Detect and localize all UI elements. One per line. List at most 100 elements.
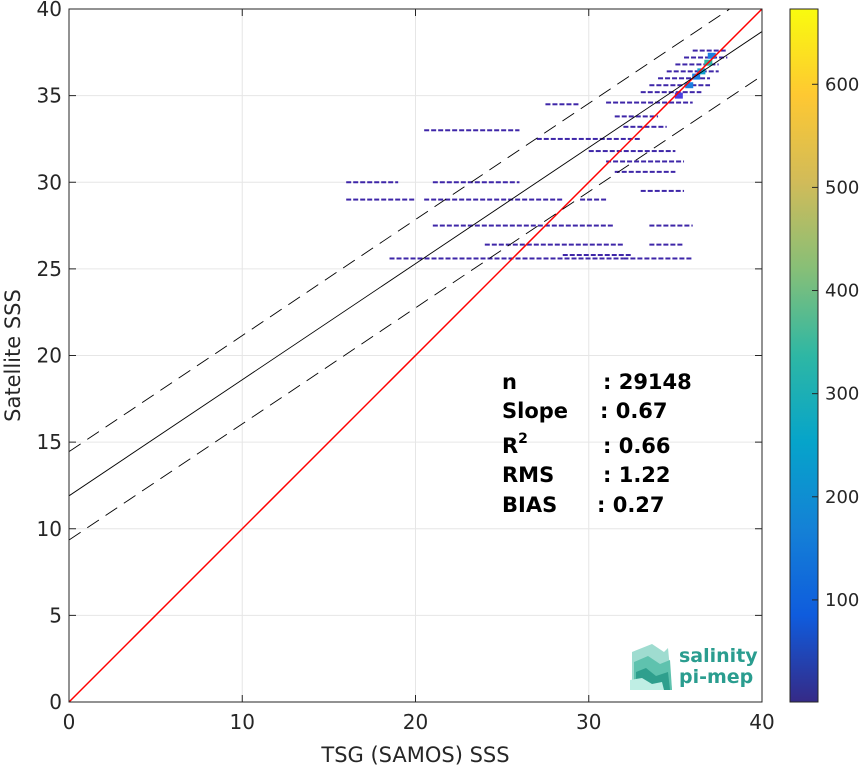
- density-cell: [558, 224, 564, 227]
- density-cell: [686, 257, 692, 260]
- density-cell: [540, 243, 546, 246]
- density-cell: [573, 103, 579, 106]
- logo-text-pimep: pi-mep: [679, 666, 753, 688]
- colorbar-tick-label: 300: [825, 384, 859, 405]
- density-cell: [460, 181, 466, 184]
- density-cell: [502, 224, 508, 227]
- density-cell: [481, 224, 487, 227]
- density-cell: [439, 224, 445, 227]
- density-cell: [606, 137, 612, 140]
- density-cell: [402, 198, 408, 201]
- density-cell: [557, 198, 563, 201]
- density-cell: [720, 49, 726, 52]
- density-cell: [491, 243, 497, 246]
- colorbar-tick-label: 100: [825, 590, 859, 611]
- density-cell: [649, 170, 655, 173]
- stat-slope-value: : 0.67: [600, 399, 668, 423]
- density-cell: [651, 150, 657, 153]
- colorbar-tick-label: 400: [825, 281, 859, 302]
- density-cell: [445, 129, 451, 132]
- density-cell: [487, 129, 493, 132]
- density-cell: [519, 243, 525, 246]
- density-cell: [484, 243, 490, 246]
- density-cell: [689, 63, 695, 66]
- density-cell: [621, 170, 627, 173]
- density-cell: [424, 129, 430, 132]
- density-cell: [487, 257, 493, 260]
- density-cell: [554, 243, 560, 246]
- density-cell: [726, 56, 728, 59]
- density-cell: [613, 137, 619, 140]
- density-cell: [691, 84, 697, 87]
- density-cell: [656, 243, 662, 246]
- axis-ticks: 0 10 20 30 40 0 5 10 15 20 25 30 35 40: [37, 0, 775, 734]
- y-tick-label: 30: [37, 170, 62, 194]
- density-cell: [679, 77, 685, 80]
- density-cell: [623, 150, 629, 153]
- density-cell: [466, 257, 472, 260]
- y-tick-label: 5: [49, 603, 62, 627]
- density-cell: [431, 198, 437, 201]
- density-cell: [677, 243, 683, 246]
- density-hot-cell: [685, 82, 694, 89]
- density-cell: [589, 243, 595, 246]
- density-cell: [655, 160, 661, 163]
- density-cell: [627, 160, 633, 163]
- density-cell: [488, 181, 494, 184]
- density-cell: [677, 84, 683, 87]
- density-cell: [529, 257, 535, 260]
- density-cell: [662, 160, 668, 163]
- density-cell: [623, 125, 629, 128]
- y-tick-label: 20: [37, 344, 62, 368]
- density-cell: [543, 137, 549, 140]
- y-tick-label: 15: [37, 430, 62, 454]
- wave-logo-icon: [630, 644, 672, 690]
- line-upper-bound: [69, 9, 731, 453]
- density-cell: [600, 224, 606, 227]
- density-cell: [446, 181, 452, 184]
- density-cell: [403, 257, 409, 260]
- density-cell: [665, 77, 671, 80]
- density-cell: [580, 198, 586, 201]
- density-cell: [452, 129, 458, 132]
- density-cell: [530, 224, 536, 227]
- density-cell: [614, 115, 620, 118]
- density-cell: [481, 181, 487, 184]
- density-cell: [651, 125, 657, 128]
- density-cell: [675, 189, 681, 192]
- logo-text-salinity: salinity: [679, 645, 758, 667]
- density-cell: [487, 198, 493, 201]
- salinity-pimep-logo: salinity pi-mep: [630, 644, 758, 690]
- density-cell: [630, 150, 636, 153]
- density-cell: [656, 224, 662, 227]
- density-cell: [665, 125, 667, 128]
- density-cell: [606, 101, 612, 104]
- density-cell: [679, 257, 685, 260]
- density-cell: [610, 243, 616, 246]
- stat-bias-label: BIAS: [502, 493, 557, 517]
- density-cell: [644, 125, 650, 128]
- density-cell: [687, 70, 693, 73]
- x-tick-label: 30: [576, 710, 601, 734]
- density-cell: [445, 198, 451, 201]
- density-cell: [637, 125, 643, 128]
- density-cell: [609, 150, 615, 153]
- stat-n-label: n: [502, 370, 517, 394]
- density-cell: [509, 181, 515, 184]
- colorbar-tick-label: 600: [825, 74, 859, 95]
- density-cell: [474, 224, 480, 227]
- density-cell: [367, 198, 373, 201]
- density-cell: [649, 84, 655, 87]
- density-cell: [586, 224, 592, 227]
- density-cell: [374, 198, 380, 201]
- density-cell: [669, 160, 675, 163]
- density-cell: [656, 170, 662, 173]
- density-hot-cell: [692, 73, 701, 80]
- density-cell: [670, 224, 676, 227]
- density-cell: [599, 257, 605, 260]
- density-cell: [634, 101, 640, 104]
- density-cell: [438, 257, 444, 260]
- density-cell: [620, 160, 626, 163]
- density-cell: [625, 254, 631, 257]
- density-cell: [585, 137, 591, 140]
